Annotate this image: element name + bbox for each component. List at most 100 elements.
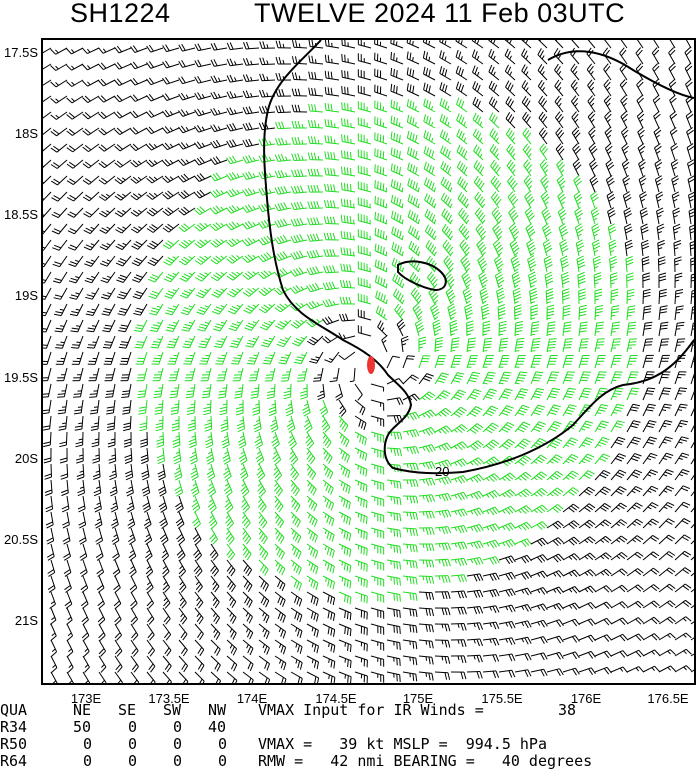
wind-barb-feather: [343, 199, 346, 207]
wind-barb-feather: [253, 422, 261, 427]
wind-barb-feather: [310, 201, 314, 209]
wind-barb-feather: [242, 274, 249, 280]
wind-barb-feather: [606, 161, 614, 168]
wind-barb-feather: [43, 457, 52, 461]
wind-barb: [214, 127, 228, 133]
wind-barb-feather: [466, 323, 474, 327]
wind-barb-feather: [515, 321, 524, 324]
wind-barb-feather: [426, 179, 430, 187]
wind-barb-feather: [122, 390, 130, 393]
wind-barb-feather: [202, 390, 211, 393]
wind-barb: [246, 127, 260, 131]
wind-barb: [177, 399, 180, 414]
wind-barb-feather: [674, 263, 679, 266]
wind-barb: [246, 111, 260, 115]
wind-barb-feather: [409, 463, 413, 471]
wind-barb-feather: [406, 358, 414, 360]
wind-barb: [263, 271, 276, 280]
wind-barb-feather: [51, 180, 58, 186]
wind-barb-feather: [287, 403, 292, 406]
wind-barb-feather: [590, 70, 594, 75]
wind-barb-feather: [505, 112, 511, 119]
wind-barb: [167, 191, 180, 200]
wind-barb-feather: [564, 324, 572, 327]
wind-barb: [374, 171, 388, 177]
wind-barb: [442, 245, 452, 257]
wind-barb-feather: [215, 343, 223, 346]
wind-barb-feather: [664, 455, 672, 459]
wind-barb-feather: [495, 271, 502, 276]
wind-barb-feather: [439, 82, 443, 90]
wind-barb-feather: [441, 392, 449, 397]
wind-barb-feather: [226, 140, 231, 148]
wind-barb-feather: [333, 184, 336, 192]
wind-barb-feather: [433, 187, 437, 192]
wind-barb: [198, 175, 212, 182]
wind-barb-feather: [306, 251, 311, 259]
wind-barb-feather: [291, 72, 295, 80]
wind-barb: [626, 387, 633, 401]
storm-id: SH1224: [70, 0, 171, 28]
wind-barb-feather: [313, 168, 317, 177]
wind-barb-feather: [294, 72, 298, 80]
wind-barb-feather: [212, 240, 220, 246]
wind-barb-feather: [162, 160, 168, 167]
wind-barb-feather: [493, 71, 496, 76]
wind-barb: [188, 319, 196, 332]
wind-barb-feather: [510, 180, 516, 187]
wind-barb-feather: [691, 312, 694, 314]
wind-barb-feather: [640, 210, 648, 215]
wind-barb: [338, 399, 347, 412]
wind-barb-feather: [178, 110, 184, 117]
wind-barb-feather: [407, 178, 411, 186]
wind-barb: [279, 287, 292, 296]
wind-barb-feather: [527, 241, 534, 248]
wind-barb: [210, 415, 213, 430]
wind-barb-feather: [449, 219, 453, 224]
wind-barb-feather: [688, 191, 694, 196]
wind-barb: [236, 335, 244, 348]
wind-barb-feather: [401, 219, 404, 224]
wind-barb-feather: [175, 467, 181, 471]
wind-barb-feather: [476, 239, 483, 245]
wind-barb-feather: [300, 286, 304, 291]
wind-barb: [162, 431, 165, 446]
wind-barb-feather: [342, 334, 346, 339]
wind-barb: [642, 453, 651, 465]
wind-barb-feather: [491, 130, 496, 138]
wind-barb-feather: [98, 162, 105, 169]
wind-barb: [146, 415, 148, 430]
wind-barb: [75, 271, 84, 284]
wind-barb-feather: [213, 291, 221, 296]
wind-barb: [530, 421, 540, 433]
wind-barb-feather: [308, 55, 311, 63]
wind-barb-feather: [60, 341, 65, 344]
wind-barb-feather: [440, 145, 444, 153]
wind-barb-feather: [390, 83, 393, 92]
wind-barb-feather: [283, 185, 288, 193]
wind-barb-feather: [234, 393, 242, 396]
wind-barb-feather: [524, 145, 530, 153]
wind-barb-feather: [272, 435, 277, 439]
wind-barb-feather: [172, 438, 180, 442]
wind-barb-feather: [339, 314, 343, 322]
wind-barb-feather: [324, 317, 331, 324]
wind-barb-feather: [536, 423, 545, 428]
wind-barb-feather: [399, 294, 404, 302]
wind-barb-feather: [406, 431, 410, 436]
wind-barb-feather: [598, 425, 606, 429]
wind-barb-feather: [688, 162, 694, 167]
wind-barb-feather: [51, 197, 59, 202]
wind-barb-feather: [606, 86, 611, 91]
wind-barb: [176, 383, 180, 397]
wind-barb: [591, 227, 596, 241]
wind-barb-feather: [178, 93, 184, 101]
wind-barb-feather: [615, 457, 623, 462]
wind-barb-feather: [174, 486, 182, 492]
wind-barb-feather: [203, 412, 211, 416]
wind-barb-feather: [490, 82, 495, 90]
wind-barb-feather: [167, 207, 174, 213]
wind-barb-feather: [121, 396, 129, 398]
wind-barb-feather: [324, 135, 327, 143]
wind-barb-feather: [431, 230, 436, 238]
